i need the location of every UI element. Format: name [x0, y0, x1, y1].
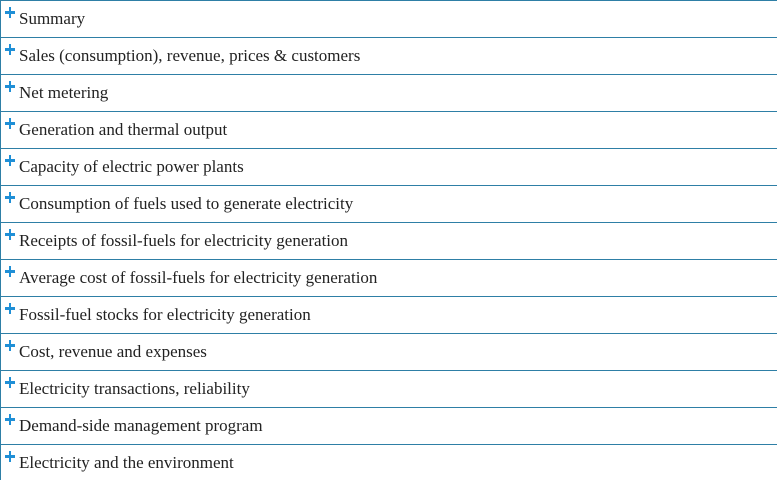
accordion-item-label[interactable]: Consumption of fuels used to generate el… [19, 194, 354, 213]
accordion-item-capacity[interactable]: Capacity of electric power plants [1, 148, 777, 185]
accordion-item-net-metering[interactable]: Net metering [1, 74, 777, 111]
plus-icon[interactable] [5, 155, 15, 166]
accordion-item-demand-side[interactable]: Demand-side management program [1, 407, 777, 444]
accordion-item-label[interactable]: Electricity and the environment [19, 453, 234, 472]
plus-icon[interactable] [5, 303, 15, 314]
accordion-item-label[interactable]: Receipts of fossil-fuels for electricity… [19, 231, 349, 250]
plus-icon[interactable] [5, 192, 15, 203]
accordion-item-transactions[interactable]: Electricity transactions, reliability [1, 370, 777, 407]
plus-icon[interactable] [5, 266, 15, 277]
accordion-item-fuel-receipts[interactable]: Receipts of fossil-fuels for electricity… [1, 222, 777, 259]
accordion-item-label[interactable]: Demand-side management program [19, 416, 263, 435]
accordion-item-label[interactable]: Cost, revenue and expenses [19, 342, 207, 361]
accordion-item-label[interactable]: Sales (consumption), revenue, prices & c… [19, 46, 361, 65]
accordion-item-generation[interactable]: Generation and thermal output [1, 111, 777, 148]
accordion-item-fuel-stocks[interactable]: Fossil-fuel stocks for electricity gener… [1, 296, 777, 333]
plus-icon[interactable] [5, 451, 15, 462]
accordion-item-label[interactable]: Average cost of fossil-fuels for electri… [19, 268, 378, 287]
plus-icon[interactable] [5, 229, 15, 240]
accordion-item-label[interactable]: Capacity of electric power plants [19, 157, 244, 176]
plus-icon[interactable] [5, 81, 15, 92]
plus-icon[interactable] [5, 7, 15, 18]
accordion-item-label[interactable]: Fossil-fuel stocks for electricity gener… [19, 305, 311, 324]
plus-icon[interactable] [5, 414, 15, 425]
accordion-item-fuel-consumption[interactable]: Consumption of fuels used to generate el… [1, 185, 777, 222]
accordion-item-sales[interactable]: Sales (consumption), revenue, prices & c… [1, 37, 777, 74]
plus-icon[interactable] [5, 44, 15, 55]
accordion-item-cost-revenue[interactable]: Cost, revenue and expenses [1, 333, 777, 370]
accordion-item-fuel-cost[interactable]: Average cost of fossil-fuels for electri… [1, 259, 777, 296]
accordion-item-label[interactable]: Net metering [19, 83, 109, 102]
plus-icon[interactable] [5, 377, 15, 388]
plus-icon[interactable] [5, 340, 15, 351]
accordion-item-label[interactable]: Generation and thermal output [19, 120, 228, 139]
accordion-item-environment[interactable]: Electricity and the environment [1, 444, 777, 480]
accordion-item-label[interactable]: Summary [19, 9, 86, 28]
accordion-item-label[interactable]: Electricity transactions, reliability [19, 379, 250, 398]
accordion-item-summary[interactable]: Summary [1, 0, 777, 37]
plus-icon[interactable] [5, 118, 15, 129]
